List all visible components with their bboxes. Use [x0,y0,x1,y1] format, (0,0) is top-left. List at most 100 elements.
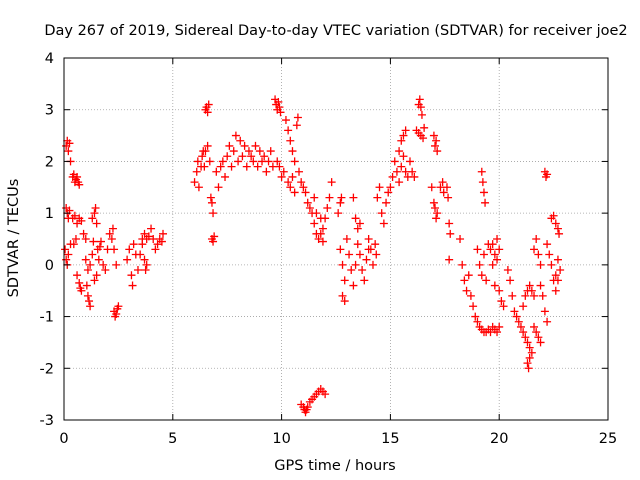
x-tick-label: 10 [272,431,290,447]
x-tick-label: 0 [59,431,68,447]
data-point [543,240,552,249]
data-point [473,245,482,254]
data-point [297,178,306,187]
data-point [221,172,230,181]
y-tick-label: -1 [40,310,54,326]
data-point [508,291,517,300]
axis-tick-labels: 0 5 10 15 20 25 -3 -2 -1 0 1 2 3 4 [40,51,618,447]
data-point [523,338,532,347]
data-point [351,260,360,269]
x-tick-label: 25 [599,431,617,447]
data-point [290,188,299,197]
data-point [525,343,534,352]
data-point [382,198,391,207]
data-point [482,276,491,285]
data-point [318,237,327,246]
data-point [336,245,345,254]
data-point [462,286,471,295]
data-point [351,214,360,223]
data-point [129,240,138,249]
data-point [479,250,488,259]
data-point [75,180,84,189]
data-point [295,167,304,176]
data-point [519,328,528,337]
data-point [429,198,438,207]
data-point [420,123,429,132]
data-point [337,193,346,202]
data-point [368,260,377,269]
data-point [212,167,221,176]
data-point [456,235,465,243]
data-point [79,229,88,238]
data-point [99,260,108,269]
data-point [433,209,442,218]
data-point [490,281,499,290]
data-point [303,198,312,207]
data-points [61,95,565,417]
data-point [475,260,484,269]
data-point [214,183,223,192]
data-point [275,103,284,112]
data-point [288,172,297,181]
data-point [534,250,543,259]
data-point [495,286,504,295]
data-point [525,353,534,362]
data-point [210,232,219,241]
data-point [292,121,301,130]
data-point [96,237,105,246]
data-point [366,245,375,254]
data-point [299,183,308,192]
data-point [216,162,225,171]
data-point [193,157,202,166]
x-axis-label: GPS time / hours [274,458,395,474]
data-point [140,255,149,264]
data-point [284,178,293,187]
data-point [547,260,556,269]
data-point [133,266,142,275]
data-point [92,219,101,228]
data-point [323,203,332,212]
data-point [108,224,117,233]
data-point [417,110,426,119]
data-point [345,250,354,259]
data-point [338,260,347,269]
data-point [377,209,386,218]
data-point [530,322,539,331]
data-point [89,237,98,246]
data-point [360,276,369,285]
data-point [73,271,82,280]
data-point [316,214,325,223]
data-point [114,302,123,311]
data-point [534,333,543,342]
data-point [530,291,539,300]
data-point [288,147,297,156]
x-tick-label: 20 [490,431,508,447]
data-point [88,250,97,259]
data-point [473,317,482,326]
data-point [276,108,285,117]
data-point [321,390,330,399]
data-point [445,255,454,264]
data-point [242,162,251,171]
data-point [416,103,425,112]
data-point [327,178,336,187]
data-point [286,136,295,145]
data-point [375,183,384,192]
data-point [353,240,362,249]
data-point [364,235,373,243]
data-point [488,260,497,269]
data-point [83,291,92,300]
data-point [266,147,275,156]
data-point [201,147,210,156]
data-point [349,281,358,290]
data-point [536,260,545,269]
y-axis-label: SDTVAR / TECUs [6,179,22,298]
data-point [279,167,288,176]
data-point [209,237,218,246]
data-point [514,317,523,326]
data-point [415,95,424,104]
data-point [209,209,218,218]
data-point [493,235,502,243]
data-point [495,322,504,331]
data-point [225,141,234,150]
